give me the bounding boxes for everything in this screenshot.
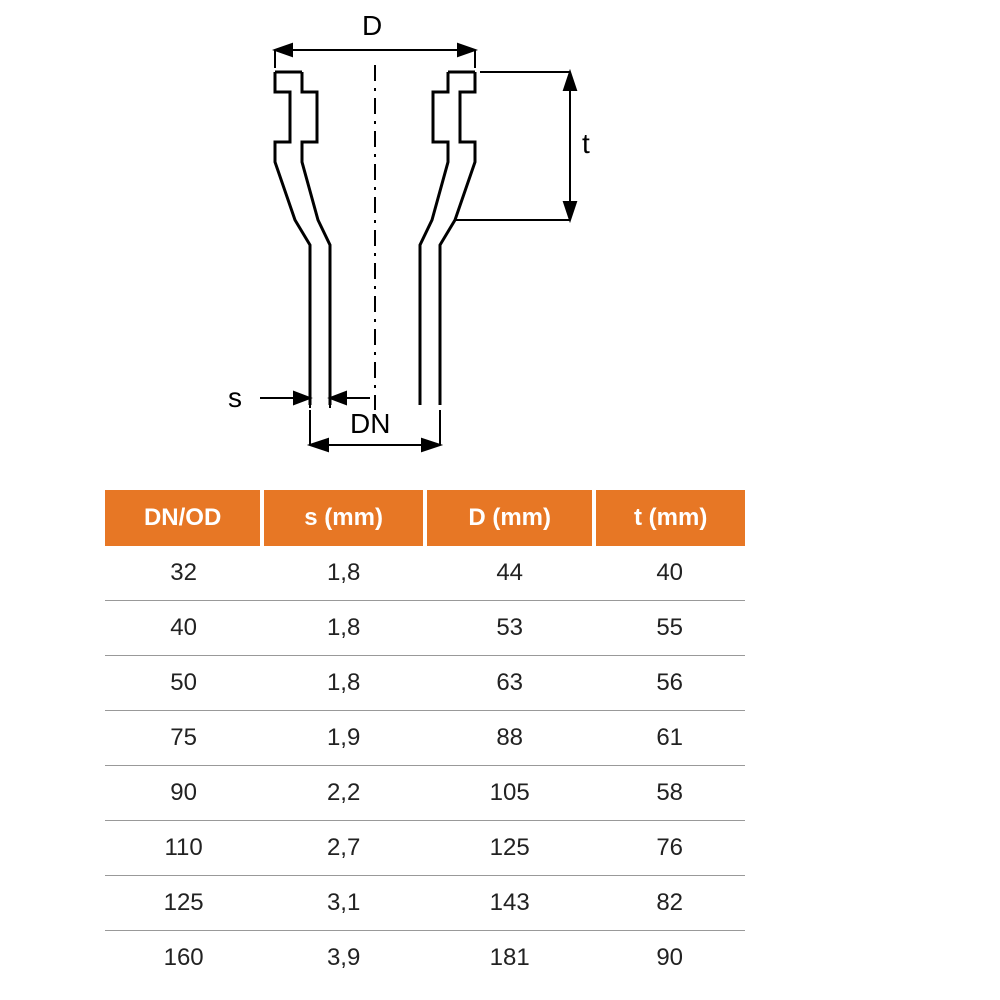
table-cell: 1,8 <box>262 546 425 601</box>
table-cell: 82 <box>594 876 745 931</box>
table-row: 902,210558 <box>105 766 745 821</box>
table-cell: 3,9 <box>262 931 425 986</box>
table-cell: 160 <box>105 931 262 986</box>
table-cell: 40 <box>105 601 262 656</box>
table-row: 321,84440 <box>105 546 745 601</box>
table-cell: 76 <box>594 821 745 876</box>
table-cell: 53 <box>425 601 594 656</box>
table-header-cell: t (mm) <box>594 490 745 546</box>
table-cell: 56 <box>594 656 745 711</box>
spec-table-container: DN/ODs (mm)D (mm)t (mm) 321,84440401,853… <box>105 490 745 985</box>
table-row: 401,85355 <box>105 601 745 656</box>
table-cell: 55 <box>594 601 745 656</box>
table-row: 501,86356 <box>105 656 745 711</box>
label-d: D <box>362 10 382 42</box>
table-cell: 1,9 <box>262 711 425 766</box>
table-cell: 125 <box>105 876 262 931</box>
table-cell: 3,1 <box>262 876 425 931</box>
table-row: 1253,114382 <box>105 876 745 931</box>
pipe-svg <box>140 10 700 460</box>
table-cell: 143 <box>425 876 594 931</box>
table-cell: 75 <box>105 711 262 766</box>
label-dn: DN <box>350 408 390 440</box>
table-cell: 58 <box>594 766 745 821</box>
table-cell: 61 <box>594 711 745 766</box>
table-cell: 50 <box>105 656 262 711</box>
table-cell: 105 <box>425 766 594 821</box>
table-cell: 90 <box>594 931 745 986</box>
table-cell: 1,8 <box>262 601 425 656</box>
table-row: 1603,918190 <box>105 931 745 986</box>
table-cell: 63 <box>425 656 594 711</box>
table-header-cell: D (mm) <box>425 490 594 546</box>
table-cell: 2,7 <box>262 821 425 876</box>
table-cell: 44 <box>425 546 594 601</box>
table-cell: 2,2 <box>262 766 425 821</box>
table-row: 751,98861 <box>105 711 745 766</box>
table-row: 1102,712576 <box>105 821 745 876</box>
table-cell: 110 <box>105 821 262 876</box>
table-cell: 1,8 <box>262 656 425 711</box>
table-cell: 125 <box>425 821 594 876</box>
table-body: 321,84440401,85355501,86356751,98861902,… <box>105 546 745 985</box>
table-header-cell: s (mm) <box>262 490 425 546</box>
table-cell: 40 <box>594 546 745 601</box>
table-cell: 88 <box>425 711 594 766</box>
table-header-row: DN/ODs (mm)D (mm)t (mm) <box>105 490 745 546</box>
label-t: t <box>582 128 590 160</box>
spec-table: DN/ODs (mm)D (mm)t (mm) 321,84440401,853… <box>105 490 745 985</box>
table-cell: 181 <box>425 931 594 986</box>
pipe-diagram: D t s DN <box>140 10 700 460</box>
table-cell: 32 <box>105 546 262 601</box>
table-header-cell: DN/OD <box>105 490 262 546</box>
table-cell: 90 <box>105 766 262 821</box>
label-s: s <box>228 382 242 414</box>
